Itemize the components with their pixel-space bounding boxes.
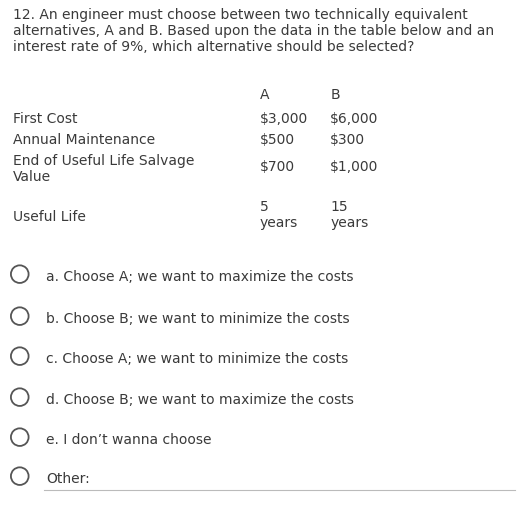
Text: $700: $700 — [260, 160, 295, 174]
Text: interest rate of 9%, which alternative should be selected?: interest rate of 9%, which alternative s… — [13, 40, 414, 54]
Text: years: years — [260, 216, 298, 230]
Text: e. I don’t wanna choose: e. I don’t wanna choose — [46, 433, 211, 447]
Text: a. Choose A; we want to maximize the costs: a. Choose A; we want to maximize the cos… — [46, 270, 353, 284]
Text: alternatives, A and B. Based upon the data in the table below and an: alternatives, A and B. Based upon the da… — [13, 24, 494, 38]
Text: 15: 15 — [330, 200, 348, 214]
Text: 12. An engineer must choose between two technically equivalent: 12. An engineer must choose between two … — [13, 8, 468, 22]
Text: d. Choose B; we want to maximize the costs: d. Choose B; we want to maximize the cos… — [46, 393, 354, 407]
Text: A: A — [260, 88, 269, 102]
Text: Useful Life: Useful Life — [13, 210, 86, 224]
Text: years: years — [330, 216, 369, 230]
Text: c. Choose A; we want to minimize the costs: c. Choose A; we want to minimize the cos… — [46, 352, 348, 366]
Text: b. Choose B; we want to minimize the costs: b. Choose B; we want to minimize the cos… — [46, 312, 349, 326]
Text: Other:: Other: — [46, 472, 89, 486]
Text: $500: $500 — [260, 133, 295, 147]
Text: End of Useful Life Salvage: End of Useful Life Salvage — [13, 154, 194, 168]
Text: First Cost: First Cost — [13, 112, 77, 126]
Text: $3,000: $3,000 — [260, 112, 308, 126]
Text: 5: 5 — [260, 200, 269, 214]
Text: Value: Value — [13, 170, 51, 184]
Text: $1,000: $1,000 — [330, 160, 379, 174]
Text: B: B — [330, 88, 340, 102]
Text: $6,000: $6,000 — [330, 112, 379, 126]
Text: $300: $300 — [330, 133, 366, 147]
Text: Annual Maintenance: Annual Maintenance — [13, 133, 155, 147]
